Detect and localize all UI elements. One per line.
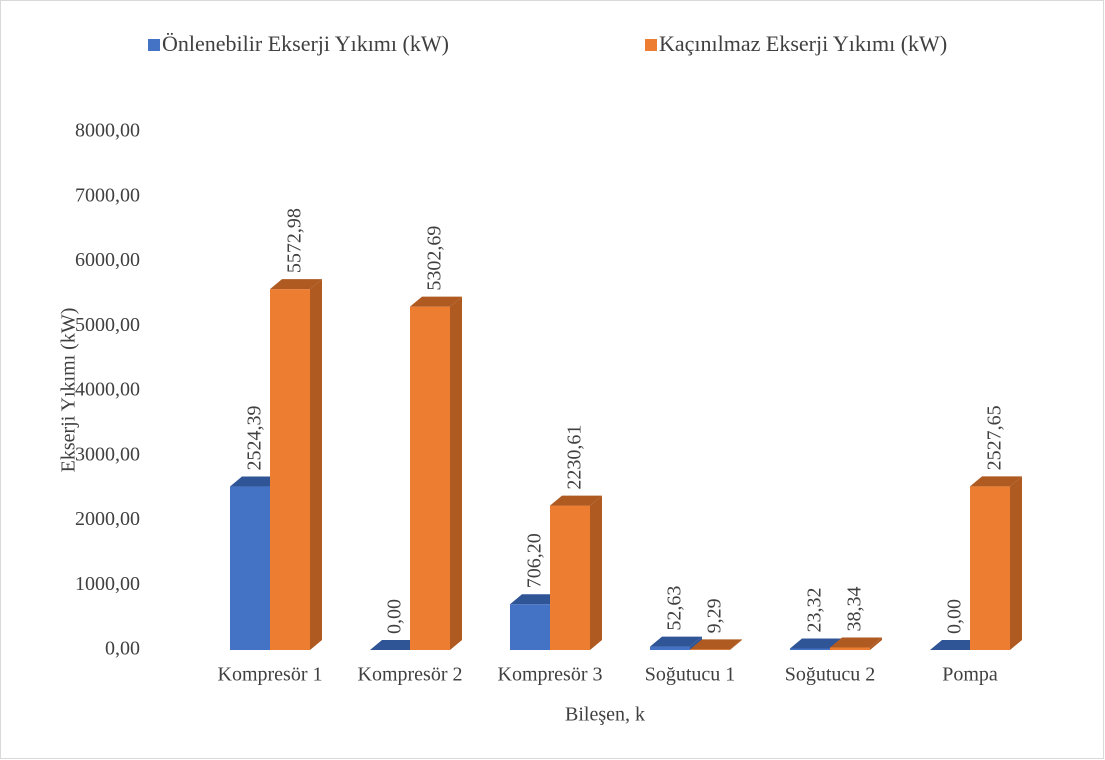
bar-side [690, 636, 702, 650]
y-axis-title: Ekserji Yıkımı (kW) [58, 308, 80, 473]
bar [930, 640, 982, 650]
y-tick-label: 0,00 [105, 638, 140, 660]
bar-side [1010, 476, 1022, 650]
bar-front [230, 486, 270, 650]
y-tick-label: 4000,00 [75, 379, 140, 401]
bar-top [550, 495, 602, 506]
value-label: 2230,61 [564, 425, 586, 490]
bar-front [270, 289, 310, 650]
bar-side [730, 639, 742, 650]
value-label: 0,00 [384, 599, 406, 634]
legend-swatch [148, 39, 160, 51]
bar-side [870, 637, 882, 650]
bar-top [650, 636, 702, 647]
value-label: 0,00 [944, 599, 966, 634]
value-label: 2524,39 [244, 406, 266, 471]
bar-front [970, 486, 1010, 650]
bar-front [830, 647, 870, 650]
bar [970, 476, 1022, 650]
value-label: 2527,65 [984, 405, 1006, 470]
x-axis-title: Bileşen, k [565, 704, 645, 726]
bar [270, 279, 322, 650]
value-label: 23,32 [804, 587, 826, 632]
bar-side [590, 495, 602, 650]
bar-front [510, 604, 550, 650]
x-tick-label: Kompresör 1 [218, 664, 323, 686]
bar [550, 495, 602, 650]
bar [410, 296, 462, 650]
bar-front [650, 646, 690, 650]
x-tick-label: Kompresör 2 [358, 664, 463, 686]
value-label: 5572,98 [284, 208, 306, 273]
bar-top [690, 639, 742, 650]
bar-top [970, 476, 1022, 487]
bar-top [510, 594, 562, 605]
x-tick-label: Kompresör 3 [498, 664, 603, 686]
value-label: 38,34 [844, 587, 866, 632]
y-tick-label: 3000,00 [75, 443, 140, 465]
y-tick-label: 8000,00 [75, 120, 140, 142]
bar [650, 636, 702, 650]
bar [830, 637, 882, 650]
bar-front [790, 648, 830, 650]
bar-top [790, 638, 842, 649]
bar-top [930, 640, 982, 650]
value-label: 706,20 [524, 533, 546, 588]
bar [690, 639, 742, 650]
bar-side [310, 279, 322, 650]
x-tick-label: Pompa [942, 664, 998, 686]
bar-top [830, 637, 882, 648]
bar-side [450, 296, 462, 650]
legend-label: Kaçınılmaz Ekserji Yıkımı (kW) [659, 31, 947, 56]
bar [370, 640, 422, 650]
bar-top [230, 476, 282, 487]
bar-top [270, 279, 322, 290]
value-label: 52,63 [664, 586, 686, 631]
bar-top [370, 640, 422, 650]
value-label: 5302,69 [424, 226, 446, 291]
x-tick-label: Soğutucu 1 [645, 664, 736, 686]
y-tick-label: 1000,00 [75, 573, 140, 595]
y-tick-label: 6000,00 [75, 249, 140, 271]
legend-label: Önlenebilir Ekserji Yıkımı (kW) [162, 31, 449, 56]
y-tick-label: 2000,00 [75, 508, 140, 530]
y-tick-label: 7000,00 [75, 184, 140, 206]
bar-front [410, 306, 450, 650]
value-label: 9,29 [704, 598, 726, 633]
bar-top [410, 296, 462, 307]
bar-front [550, 505, 590, 650]
y-tick-label: 5000,00 [75, 314, 140, 336]
x-tick-label: Soğutucu 2 [785, 664, 876, 686]
legend-swatch [645, 39, 657, 51]
bar-front [690, 649, 730, 650]
